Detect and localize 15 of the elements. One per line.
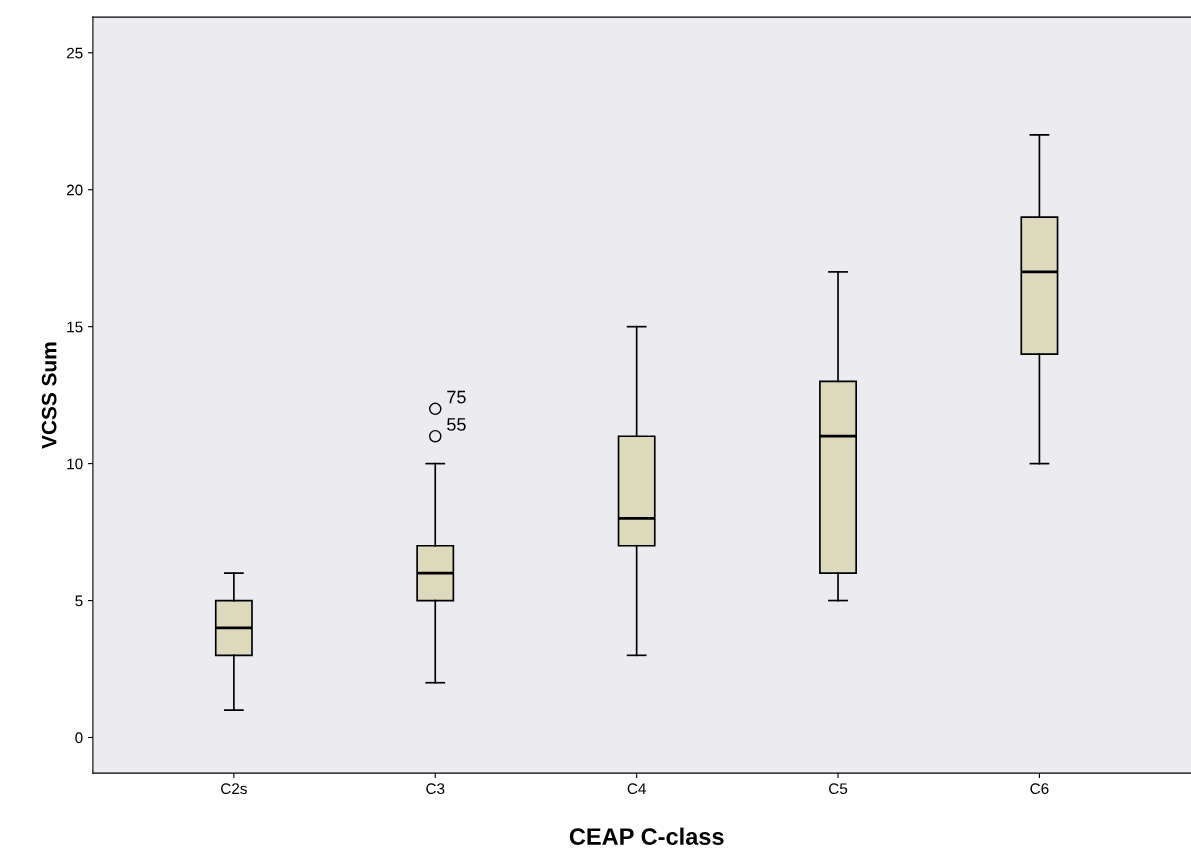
y-tick-label: 15 bbox=[67, 321, 83, 333]
annotation: 75 bbox=[447, 390, 466, 404]
y-tick-label: 0 bbox=[75, 732, 83, 744]
annotation: 55 bbox=[447, 418, 466, 431]
x-tick-label: C4 bbox=[627, 783, 646, 795]
y-tick-label: 10 bbox=[67, 458, 83, 470]
y-tick-label: 5 bbox=[75, 595, 83, 607]
x-tick-label: C5 bbox=[829, 783, 848, 795]
x-axis-title: CEAP C-class bbox=[569, 827, 724, 845]
y-tick-label: 25 bbox=[66, 47, 83, 59]
x-tick-label: C3 bbox=[426, 783, 445, 795]
y-axis-title: VCSS Sum bbox=[41, 342, 57, 449]
y-tick-label: 20 bbox=[66, 184, 83, 196]
x-tick-label: C6 bbox=[1030, 783, 1049, 795]
x-tick-label: C2s bbox=[221, 783, 247, 795]
